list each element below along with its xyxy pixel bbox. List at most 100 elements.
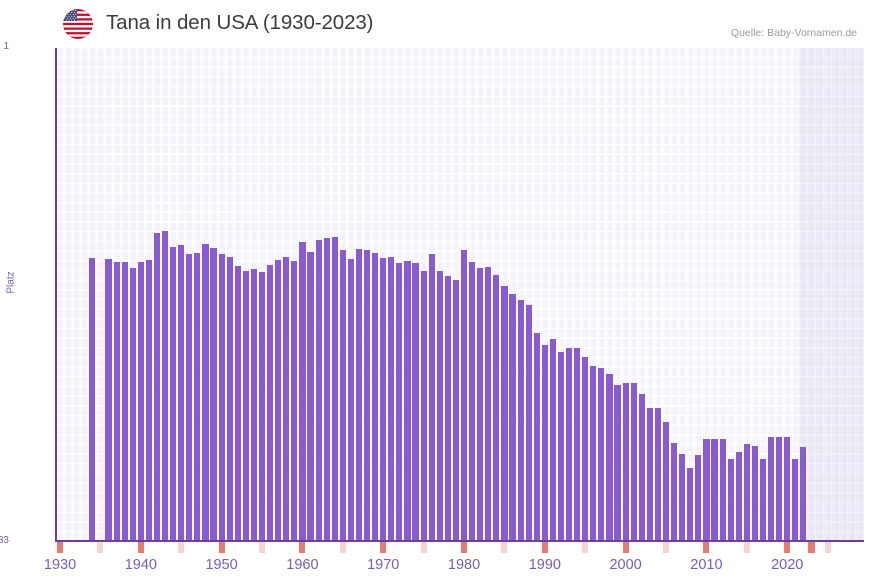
bar — [759, 459, 767, 541]
x-axis-tick-mark — [380, 542, 387, 553]
source-label: Quelle: Baby-Vornamen.de — [730, 27, 857, 39]
bar — [404, 261, 411, 541]
x-axis-tick-mark — [460, 542, 468, 553]
x-axis-label: 1960 — [286, 557, 319, 573]
y-axis-tick-label-bottom: 17633 — [0, 535, 9, 546]
x-axis-tick-mark — [420, 542, 427, 553]
bar — [735, 451, 742, 541]
bar-series — [56, 48, 864, 541]
x-axis-label: 2000 — [609, 557, 642, 573]
bar — [784, 437, 791, 541]
bar — [137, 261, 144, 541]
bar — [654, 407, 662, 541]
bar — [315, 239, 322, 541]
bar — [590, 365, 597, 541]
y-axis-title: Platz — [5, 271, 17, 294]
bar — [258, 272, 266, 541]
bar — [178, 244, 185, 541]
bar — [509, 294, 516, 541]
bar — [145, 259, 152, 541]
bar — [194, 253, 201, 541]
bar — [751, 446, 758, 541]
x-axis-tick-mark — [137, 542, 144, 553]
bar — [501, 286, 508, 541]
x-axis-tick-mark — [541, 542, 548, 553]
bar — [549, 339, 556, 541]
x-axis-tick-mark — [299, 542, 306, 553]
bar — [582, 357, 589, 541]
bar — [186, 253, 193, 541]
bar — [800, 447, 807, 541]
bar — [598, 367, 605, 541]
bar — [614, 384, 621, 541]
chart-header: Tana in den USA (1930-2023) Quelle: Baby… — [0, 0, 873, 48]
x-axis-tick-mark — [339, 542, 346, 553]
page-title: Tana in den USA (1930-2023) — [106, 11, 374, 34]
bar — [226, 256, 233, 541]
x-axis-label: 1940 — [124, 557, 157, 573]
bar — [517, 299, 524, 541]
bar — [113, 262, 120, 541]
x-axis-tick-marks — [56, 542, 864, 553]
bar — [339, 250, 346, 541]
x-axis-tick-mark — [501, 542, 508, 553]
bar — [412, 262, 419, 541]
bar — [687, 467, 694, 541]
x-axis-tick-mark — [622, 542, 629, 553]
x-axis-tick-mark — [784, 542, 791, 553]
bar — [638, 394, 645, 541]
bar — [557, 352, 565, 541]
bar — [436, 271, 443, 541]
bar — [210, 247, 217, 541]
x-axis-labels: 1930 1940 1950 1960 1970 1980 1990 2000 2010 2020 — [0, 557, 873, 583]
bar — [380, 257, 387, 541]
y-axis-tick-label-top: 1 — [3, 41, 9, 52]
bar — [630, 382, 637, 541]
bar — [162, 231, 169, 541]
x-axis-line — [55, 540, 864, 542]
x-axis-tick-mark — [218, 542, 225, 553]
bar — [743, 444, 750, 541]
bar — [533, 333, 540, 541]
x-axis-label: 1950 — [205, 557, 238, 573]
bar — [267, 264, 274, 541]
bar — [331, 237, 338, 541]
bar — [299, 242, 306, 541]
bar — [671, 442, 678, 541]
bar — [129, 268, 136, 541]
x-axis-tick-mark — [56, 542, 64, 553]
bar — [477, 267, 484, 541]
bar — [153, 233, 161, 541]
bar — [291, 261, 298, 541]
bar — [420, 271, 427, 541]
x-axis-tick-mark — [824, 542, 831, 553]
bar — [703, 438, 710, 541]
bar — [452, 279, 460, 541]
x-axis-tick-mark — [703, 542, 710, 553]
bar — [355, 249, 363, 541]
x-axis-tick-mark — [662, 542, 670, 553]
bar — [364, 249, 371, 541]
x-axis-label: 1980 — [447, 557, 481, 573]
bar — [396, 263, 403, 541]
bar — [566, 348, 573, 541]
bar — [768, 436, 775, 541]
bar — [218, 254, 225, 541]
bar — [202, 244, 209, 541]
bar — [347, 259, 354, 541]
x-axis-tick-mark — [808, 542, 815, 553]
bar — [444, 276, 451, 541]
x-axis-tick-mark — [258, 542, 266, 553]
bar — [485, 267, 492, 541]
bar — [428, 254, 435, 541]
chart-plot-area — [56, 48, 864, 541]
bar — [283, 257, 290, 541]
bar — [662, 421, 670, 541]
bar — [493, 275, 500, 541]
bar — [323, 238, 330, 541]
x-axis-tick-mark — [97, 542, 104, 553]
bar — [727, 459, 734, 541]
bar — [776, 436, 783, 541]
bar — [646, 408, 653, 541]
bar — [469, 262, 476, 541]
